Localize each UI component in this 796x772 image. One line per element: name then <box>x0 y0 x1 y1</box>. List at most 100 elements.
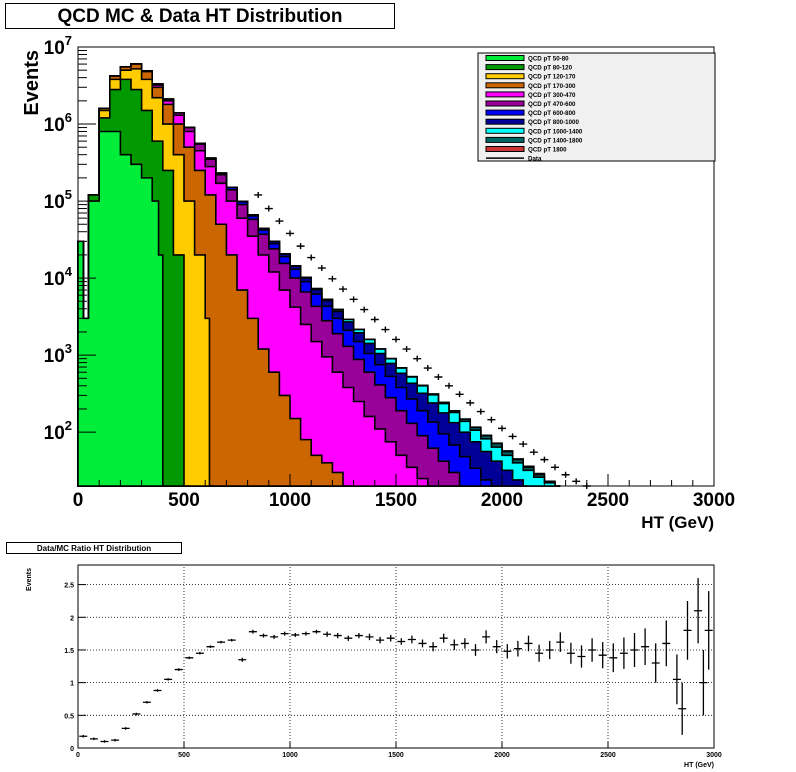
legend-entry: QCD pT 1800 <box>528 147 567 154</box>
ratio-point <box>376 636 385 644</box>
legend-swatch <box>485 118 525 125</box>
ratio-point <box>121 727 130 730</box>
data-point <box>434 374 443 381</box>
legend-entry: QCD pT 1000-1400 <box>528 128 583 135</box>
data-point <box>476 408 485 415</box>
x-tick-label: 3000 <box>693 490 735 511</box>
data-point <box>296 243 305 250</box>
legend-swatch <box>485 55 525 61</box>
ratio-point <box>450 639 459 650</box>
x-tick-label: 2000 <box>481 490 523 511</box>
ratio-point <box>535 644 544 662</box>
legend-box <box>477 52 716 162</box>
ratio-point <box>397 638 406 645</box>
ratio-point <box>492 640 501 654</box>
ratio-point <box>365 633 374 641</box>
ratio-chart-title: Data/MC Ratio HT Distribution <box>6 542 182 554</box>
legend-entry: QCD pT 120-170 <box>528 74 576 81</box>
legend-entry: QCD pT 80-120 <box>528 65 573 72</box>
legend-swatch <box>485 73 525 80</box>
ratio-point <box>280 631 289 636</box>
data-point <box>445 382 453 389</box>
ratio-point <box>588 638 597 662</box>
ratio-point <box>683 600 692 660</box>
ratio-point <box>132 712 141 716</box>
ratio-plot: 0 0.5 1 1.5 2 2.5 0 500 1000 1500 2000 2500 3000 HT (… <box>26 564 722 769</box>
legend-swatch <box>485 82 525 89</box>
x-axis-label: HT (GeV) <box>641 513 714 532</box>
ratio-point <box>153 689 162 692</box>
ratio-point <box>471 644 480 656</box>
legend-entry: QCD pT 1400-1800 <box>528 137 583 144</box>
ratio-point <box>227 638 236 642</box>
ratio-point <box>79 734 88 738</box>
ratio-point <box>678 682 687 735</box>
ratio-x-tick-label: 0 <box>76 752 80 759</box>
ratio-x-tick-label: 500 <box>178 752 190 759</box>
ratio-point <box>513 640 522 657</box>
ratio-point <box>524 635 533 652</box>
data-point <box>466 399 475 406</box>
ratio-point <box>699 649 708 716</box>
ratio-point <box>609 643 618 673</box>
legend-swatch <box>485 127 525 134</box>
ratio-point <box>301 631 310 636</box>
ratio-point <box>429 642 438 652</box>
data-point <box>455 391 464 398</box>
ratio-y-tick-label: 0 <box>70 746 74 753</box>
ratio-point <box>270 634 279 639</box>
data-point <box>339 286 347 293</box>
ratio-point <box>291 632 300 637</box>
ratio-point <box>460 638 469 649</box>
ratio-point <box>439 633 448 643</box>
legend: QCD pT 50-80 QCD pT 80-120 QCD pT 120-170 Q… <box>477 52 716 163</box>
ratio-point <box>164 678 173 681</box>
ratio-point <box>100 740 109 743</box>
data-point <box>307 254 316 261</box>
ratio-x-axis-label: HT (GeV) <box>684 762 714 769</box>
ratio-point <box>142 700 151 704</box>
data-point <box>360 306 369 313</box>
ratio-point <box>111 738 120 742</box>
y-tick-label: 103 <box>44 341 72 367</box>
data-point <box>370 316 379 323</box>
data-point <box>317 265 326 272</box>
legend-swatch <box>485 109 525 116</box>
ratio-point <box>248 629 257 634</box>
ratio-point <box>174 668 183 671</box>
data-point <box>392 336 400 343</box>
ratio-point <box>704 591 713 670</box>
data-point <box>540 456 549 463</box>
ratio-point <box>323 631 332 637</box>
data-point <box>381 326 390 333</box>
ratio-x-tick-label: 1500 <box>388 752 404 759</box>
chart-title: QCD MC & Data HT Distribution <box>5 3 395 29</box>
data-point <box>349 296 358 303</box>
legend-swatch <box>485 64 525 71</box>
x-tick-label: 1000 <box>269 490 311 511</box>
ratio-x-tick-label: 3000 <box>706 752 722 759</box>
data-point <box>286 230 294 237</box>
ratio-point <box>344 635 353 641</box>
legend-entry: QCD pT 170-300 <box>528 83 576 90</box>
data-point <box>264 205 273 212</box>
data-point <box>413 355 422 362</box>
data-point <box>487 416 496 423</box>
ratio-point <box>185 656 194 660</box>
legend-swatch <box>485 146 525 152</box>
legend-entry: QCD pT 600-800 <box>528 110 576 117</box>
ratio-point <box>662 620 671 667</box>
data-point <box>275 218 284 225</box>
x-tick-label: 1500 <box>375 490 417 511</box>
data-point <box>519 441 528 448</box>
y-tick-label: 106 <box>44 110 72 136</box>
ratio-point <box>566 642 575 664</box>
ratio-point <box>407 635 416 644</box>
ratio-point <box>418 639 427 648</box>
legend-entry: QCD pT 800-1000 <box>528 119 579 126</box>
y-tick-label: 107 <box>44 33 72 59</box>
ratio-point <box>503 644 512 659</box>
legend-swatch <box>485 136 525 143</box>
ratio-point <box>354 632 363 639</box>
